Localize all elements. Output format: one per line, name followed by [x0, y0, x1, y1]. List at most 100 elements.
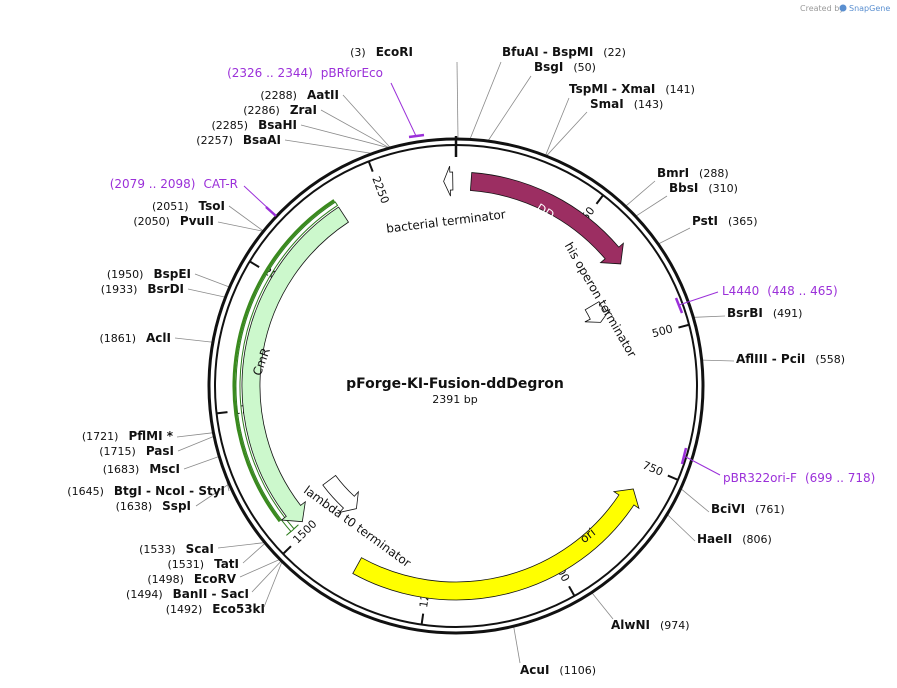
site-label[interactable]: AflIII - PciI (558): [736, 352, 845, 366]
site-label[interactable]: (1950) BspEI: [107, 267, 191, 281]
site-bfuai-bspmi[interactable]: BfuAI - BspMI (22): [502, 45, 626, 59]
site-label[interactable]: (2286) ZraI: [243, 103, 317, 117]
ring-tick-mark: [249, 260, 260, 268]
site-leader-line: [217, 542, 264, 549]
site-leader-line: [176, 432, 213, 438]
feature-lambda-t0-terminator[interactable]: [322, 474, 359, 514]
site-enzyme: PstI: [692, 214, 718, 228]
site-label[interactable]: (3) EcoRI: [350, 45, 413, 59]
site-enzyme: BanII - SacI: [173, 587, 249, 601]
site-label[interactable]: (1721) PflMI *: [82, 429, 174, 443]
site-pasi[interactable]: (1715) PasI: [99, 444, 174, 458]
site-bspei[interactable]: (1950) BspEI: [107, 267, 191, 281]
site-pflmi[interactable]: (1721) PflMI *: [82, 429, 174, 443]
site-bsgi[interactable]: BsgI (50): [534, 60, 596, 74]
site-enzyme: SmaI: [590, 97, 624, 111]
site-label[interactable]: (1498) EcoRV: [147, 572, 236, 586]
site-label[interactable]: BmrI (288): [657, 166, 729, 180]
site-bsahi[interactable]: (2285) BsaHI: [212, 118, 297, 132]
site-afliii-pcii[interactable]: AflIII - PciI (558): [736, 352, 845, 366]
feature-cmr[interactable]: [232, 199, 350, 536]
site-tati[interactable]: (1531) TatI: [167, 557, 239, 571]
site-psti[interactable]: PstI (365): [692, 214, 758, 228]
feature-arrow[interactable]: [241, 206, 350, 523]
site-ecorv[interactable]: (1498) EcoRV: [147, 572, 236, 586]
site-label[interactable]: TspMI - XmaI (141): [569, 82, 695, 96]
feature-bacterial-terminator[interactable]: [443, 165, 454, 197]
site-ecori[interactable]: (3) EcoRI: [350, 45, 413, 59]
site-bsaai[interactable]: (2257) BsaAI: [196, 133, 281, 147]
site-banii-saci[interactable]: (1494) BanII - SacI: [126, 587, 249, 601]
site-leader-line: [636, 195, 668, 217]
feature-dd[interactable]: [469, 172, 624, 265]
site-label[interactable]: AcuI (1106): [520, 663, 596, 677]
site-label[interactable]: (1638) SspI: [116, 499, 191, 513]
feature-arrow[interactable]: [322, 474, 359, 514]
site-label[interactable]: SmaI (143): [590, 97, 663, 111]
primer-pbrforeco[interactable]: (2326 .. 2344) pBRforEco: [227, 66, 425, 139]
primer-cat-r[interactable]: (2079 .. 2098) CAT-R: [110, 177, 277, 217]
site-label[interactable]: (2288) AatII: [260, 88, 339, 102]
site-alwni[interactable]: AlwNI (974): [611, 618, 690, 632]
site-label[interactable]: BbsI (310): [669, 181, 738, 195]
site-label[interactable]: (1533) ScaI: [139, 542, 214, 556]
feature-arrow[interactable]: [469, 172, 624, 265]
site-label[interactable]: (2050) PvuII: [133, 214, 214, 228]
site-leader-line: [667, 514, 696, 542]
primer-l4440[interactable]: L4440 (448 .. 465): [674, 284, 838, 314]
site-tspmi-xmai[interactable]: TspMI - XmaI (141): [569, 82, 695, 96]
site-msci[interactable]: (1683) MscI: [103, 462, 180, 476]
site-enzyme: PflMI *: [128, 429, 173, 443]
site-label[interactable]: (1492) Eco53kI: [166, 602, 265, 616]
site-label[interactable]: (1494) BanII - SacI: [126, 587, 249, 601]
feature-strand-mark: [235, 201, 339, 536]
site-label[interactable]: BsrBI (491): [727, 306, 802, 320]
site-label[interactable]: (1531) TatI: [167, 557, 239, 571]
primer-pbr322ori-f[interactable]: pBR322ori-F (699 .. 718): [680, 447, 875, 485]
site-label[interactable]: (1645) BtgI - NcoI - StyI: [67, 484, 225, 498]
site-label[interactable]: (2257) BsaAI: [196, 133, 281, 147]
site-bbsi[interactable]: BbsI (310): [669, 181, 738, 195]
site-label[interactable]: BfuAI - BspMI (22): [502, 45, 626, 59]
site-pvuii[interactable]: (2050) PvuII: [133, 214, 214, 228]
site-label[interactable]: HaeII (806): [697, 532, 772, 546]
site-sspi[interactable]: (1638) SspI: [116, 499, 191, 513]
site-eco53ki[interactable]: (1492) Eco53kI: [166, 602, 265, 616]
primer-label: L4440 (448 .. 465): [722, 284, 838, 298]
site-tsoi[interactable]: (2051) TsoI: [152, 199, 225, 213]
site-acli[interactable]: (1861) AclI: [99, 331, 171, 345]
site-enzyme: ZraI: [290, 103, 317, 117]
feature-arrow[interactable]: [584, 301, 611, 323]
site-bsrbi[interactable]: BsrBI (491): [727, 306, 802, 320]
site-bsrdi[interactable]: (1933) BsrDI: [101, 282, 184, 296]
feature-ori[interactable]: [352, 488, 640, 601]
site-zrai[interactable]: (2286) ZraI: [243, 103, 317, 117]
site-leader-line: [187, 288, 225, 298]
feature-arrow[interactable]: [352, 488, 640, 601]
site-aatii[interactable]: (2288) AatII: [260, 88, 339, 102]
site-bmri[interactable]: BmrI (288): [657, 166, 729, 180]
site-label[interactable]: BsgI (50): [534, 60, 596, 74]
site-label[interactable]: (1861) AclI: [99, 331, 171, 345]
site-enzyme: TspMI - XmaI: [569, 82, 655, 96]
site-label[interactable]: (1683) MscI: [103, 462, 180, 476]
site-label[interactable]: (2051) TsoI: [152, 199, 225, 213]
site-acui[interactable]: AcuI (1106): [520, 663, 596, 677]
site-leader-line: [626, 180, 656, 207]
site-label[interactable]: (2285) BsaHI: [212, 118, 297, 132]
site-position: (288): [699, 167, 729, 180]
site-haeii[interactable]: HaeII (806): [697, 532, 772, 546]
feature-arrow[interactable]: [443, 165, 454, 197]
site-bcivi[interactable]: BciVI (761): [711, 502, 785, 516]
site-btgi-ncoi-styi[interactable]: (1645) BtgI - NcoI - StyI: [67, 484, 225, 498]
site-scai[interactable]: (1533) ScaI: [139, 542, 214, 556]
site-label[interactable]: AlwNI (974): [611, 618, 690, 632]
site-label[interactable]: BciVI (761): [711, 502, 785, 516]
site-label[interactable]: (1715) PasI: [99, 444, 174, 458]
site-smai[interactable]: SmaI (143): [590, 97, 663, 111]
site-position: (1498): [147, 573, 184, 586]
site-label[interactable]: (1933) BsrDI: [101, 282, 184, 296]
site-enzyme: BciVI: [711, 502, 745, 516]
site-label[interactable]: PstI (365): [692, 214, 758, 228]
feature-his-operon-terminator[interactable]: [584, 301, 611, 323]
